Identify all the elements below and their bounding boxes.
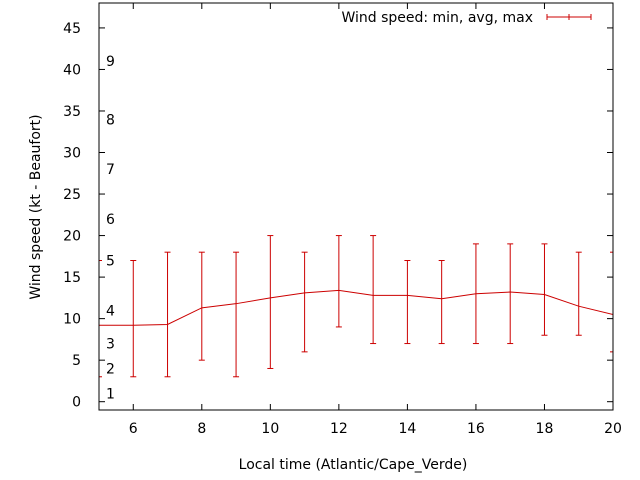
beaufort-label-6: 6 — [106, 212, 115, 228]
beaufort-label-2: 2 — [106, 361, 115, 377]
beaufort-label-8: 8 — [106, 112, 115, 128]
y-axis-label: Wind speed (kt - Beaufort) — [28, 114, 44, 299]
avg-line-0 — [99, 289, 613, 326]
beaufort-label-4: 4 — [106, 303, 115, 319]
beaufort-label-9: 9 — [106, 54, 115, 70]
y-tick-label-45: 45 — [63, 21, 81, 37]
y-tick-label-40: 40 — [63, 62, 81, 78]
y-tick-label-30: 30 — [63, 146, 81, 162]
x-tick-label-6: 6 — [129, 421, 138, 437]
x-tick-label-12: 12 — [330, 421, 348, 437]
beaufort-label-5: 5 — [106, 253, 115, 269]
legend: Wind speed: min, avg, max — [341, 10, 592, 26]
legend-label: Wind speed: min, avg, max — [341, 10, 533, 26]
plot-frame — [98, 2, 614, 411]
legend-sample — [546, 14, 592, 20]
y-tick-label-10: 10 — [63, 312, 81, 328]
y-tick-label-20: 20 — [63, 229, 81, 245]
y-tick-label-35: 35 — [63, 104, 81, 120]
x-tick-label-14: 14 — [398, 421, 416, 437]
y-tick-label-25: 25 — [63, 187, 81, 203]
y-tick-label-5: 5 — [72, 353, 81, 369]
beaufort-label-7: 7 — [106, 162, 115, 178]
x-tick-label-16: 16 — [467, 421, 485, 437]
beaufort-label-3: 3 — [106, 337, 115, 353]
y-tick-label-15: 15 — [63, 270, 81, 286]
beaufort-label-1: 1 — [106, 386, 115, 402]
x-tick-label-10: 10 — [261, 421, 279, 437]
x-tick-label-8: 8 — [197, 421, 206, 437]
x-tick-label-20: 20 — [604, 421, 622, 437]
beaufort-scale-labels: 1 2 3 4 5 6 7 8 9 — [106, 54, 115, 402]
y-tick-label-0: 0 — [72, 395, 81, 411]
x-tick-label-18: 18 — [536, 421, 554, 437]
x-axis-ticks: 6 8 10 12 14 16 18 20 — [129, 3, 622, 437]
wind-series — [99, 235, 613, 378]
x-axis-label: Local time (Atlantic/Cape_Verde) — [239, 457, 468, 473]
